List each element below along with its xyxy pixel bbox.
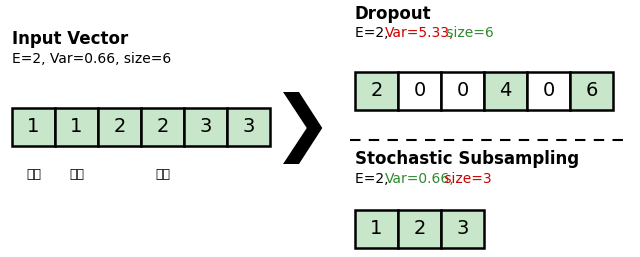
Text: Dropout: Dropout [355,5,431,23]
Text: 1: 1 [28,117,40,136]
Text: Var=5.33,: Var=5.33, [385,26,454,40]
Bar [184,108,227,146]
Bar [98,108,141,146]
Text: 0: 0 [456,81,468,100]
Bar [570,72,613,110]
Bar [398,210,441,248]
Bar [355,210,398,248]
Text: size=3: size=3 [440,172,492,186]
Text: E=2,: E=2, [355,26,393,40]
Text: 2: 2 [413,219,426,238]
Text: 2: 2 [156,117,169,136]
Text: 2: 2 [371,81,383,100]
Text: 0: 0 [542,81,555,100]
Bar [398,72,441,110]
Text: 1: 1 [371,219,383,238]
Text: size=6: size=6 [442,26,493,40]
Bar [484,72,527,110]
Text: Stochastic Subsampling: Stochastic Subsampling [355,150,579,168]
Bar [527,72,570,110]
Text: 3: 3 [199,117,212,136]
Bar [441,72,484,110]
Bar [227,108,270,146]
Text: 3: 3 [456,219,468,238]
Text: 🧹🗑: 🧹🗑 [69,168,84,181]
Text: 6: 6 [586,81,598,100]
Bar [12,108,55,146]
Text: 2: 2 [113,117,125,136]
Bar [141,108,184,146]
Text: 3: 3 [243,117,255,136]
Text: 🧹🗑: 🧹🗑 [26,168,41,181]
Text: 1: 1 [70,117,83,136]
Bar [355,72,398,110]
Text: 4: 4 [499,81,512,100]
Bar [55,108,98,146]
Text: Input Vector: Input Vector [12,30,128,48]
Text: 0: 0 [413,81,426,100]
Bar [441,210,484,248]
Text: ❯: ❯ [272,92,332,164]
Text: E=2, Var=0.66, size=6: E=2, Var=0.66, size=6 [12,52,172,66]
Text: Var=0.66,: Var=0.66, [385,172,454,186]
Text: 🧹🗑: 🧹🗑 [155,168,170,181]
Text: E=2,: E=2, [355,172,393,186]
